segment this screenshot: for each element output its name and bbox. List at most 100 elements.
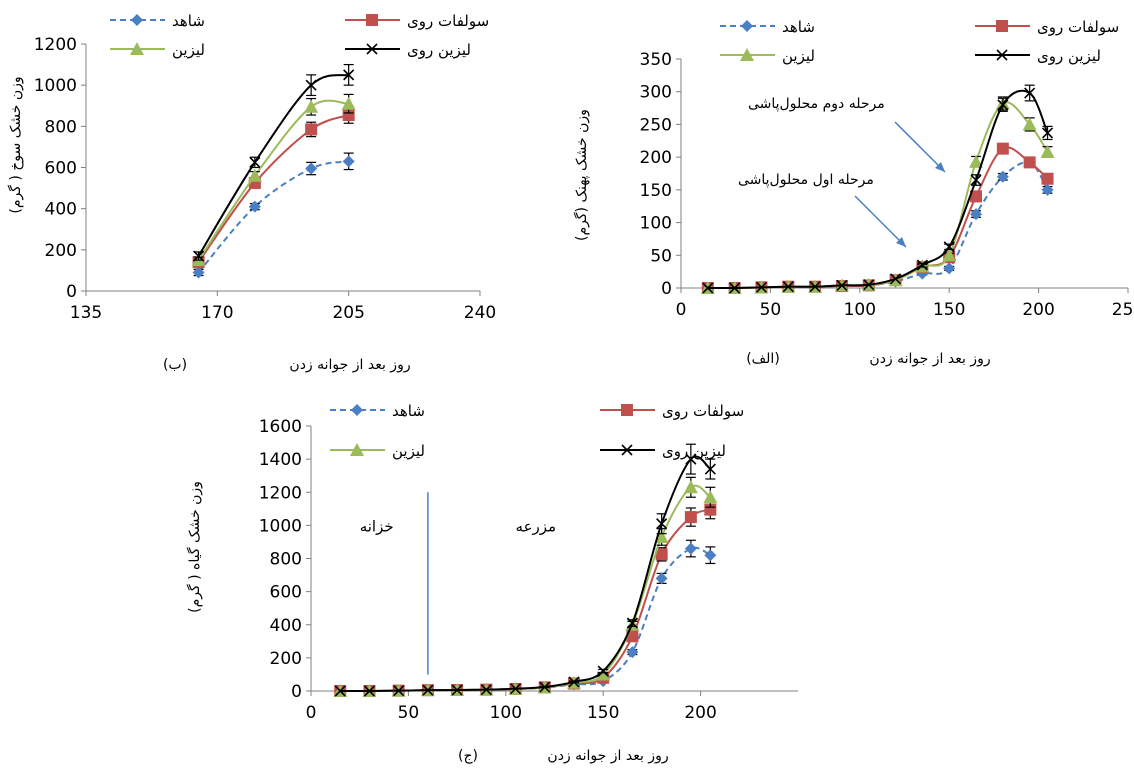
- data-point: [1022, 117, 1037, 131]
- marker-stroke: [334, 685, 346, 697]
- data-point: [729, 282, 741, 294]
- legend-label: لیزین: [172, 41, 205, 59]
- y-tick-label: 50: [650, 246, 672, 266]
- series-line: [197, 99, 349, 261]
- marker-stroke: [539, 681, 551, 693]
- legend-label: شاهد: [392, 402, 425, 420]
- data-point: [942, 248, 957, 262]
- arrow-head: [896, 237, 906, 247]
- marker-stroke: [366, 43, 378, 55]
- data-point: [393, 685, 405, 697]
- data-point: [943, 262, 956, 275]
- legend-entry: شاهد: [330, 402, 425, 420]
- legend-entry: سولفات روی: [345, 12, 489, 30]
- marker-stroke: [480, 684, 492, 696]
- data-point: [970, 190, 983, 203]
- series-0: [192, 152, 355, 279]
- x-tick-label: 205: [332, 303, 364, 323]
- series-2: [700, 96, 1055, 294]
- data-point: [1023, 156, 1036, 169]
- marker-stroke: [509, 683, 522, 695]
- data-point: [451, 684, 463, 696]
- x-axis-title: روز بعد از جوانه زدن: [869, 351, 990, 367]
- y-tick-label: 150: [640, 181, 672, 201]
- data-point: [596, 667, 611, 681]
- series-line: [197, 114, 350, 263]
- data-point: [304, 99, 319, 113]
- marker-stroke: [702, 282, 714, 294]
- data-point: [684, 542, 697, 555]
- series-line: [197, 160, 349, 274]
- data-point: [655, 548, 668, 561]
- series-3: [702, 84, 1054, 294]
- legend-label: لیزین روی: [662, 442, 726, 460]
- marker-stroke: [809, 281, 821, 293]
- data-point: [809, 281, 821, 293]
- x-tick-label: 240: [464, 303, 496, 323]
- marker-stroke: [943, 241, 955, 253]
- data-point: [342, 109, 355, 122]
- series-line: [340, 455, 711, 693]
- panel-label: (ب): [163, 357, 187, 373]
- data-point: [1041, 127, 1054, 139]
- data-point: [996, 142, 1009, 155]
- y-tick-label: 1200: [259, 483, 302, 503]
- y-tick-label: 350: [640, 50, 672, 70]
- legend-marker: [366, 14, 378, 26]
- marker-stroke: [863, 279, 875, 291]
- data-point: [1040, 144, 1055, 158]
- y-tick-label: 600: [45, 159, 77, 179]
- marker-stroke: [1024, 87, 1036, 99]
- data-point: [422, 684, 434, 696]
- legend-label: سولفات روی: [1037, 18, 1119, 36]
- data-point: [970, 208, 983, 221]
- y-axis-title: وزن خشک سوخ ( گرم): [7, 76, 24, 213]
- data-point: [943, 241, 955, 253]
- series-1: [192, 106, 355, 269]
- data-point: [654, 529, 669, 543]
- chart-panel-alef: 0 50 100 150 200 250 300 350 0 50 100 150 200 250 وزن …: [573, 18, 1134, 367]
- legend-entry: سولفات روی: [600, 402, 744, 420]
- x-axis-title: روز بعد از جوانه زدن: [289, 357, 410, 373]
- data-point: [655, 572, 668, 585]
- y-tick-label: 100: [640, 214, 672, 234]
- y-tick-label: 600: [270, 583, 302, 603]
- series-line: [707, 89, 1049, 290]
- y-tick-label: 200: [640, 148, 672, 168]
- data-point: [997, 99, 1009, 111]
- y-axis-title: وزن خشک پهنک (گرم): [573, 109, 590, 241]
- series-3: [193, 63, 355, 262]
- data-point: [193, 250, 205, 262]
- legend-entry: لیزین: [720, 47, 815, 65]
- data-point: [343, 69, 355, 81]
- data-point: [683, 480, 698, 494]
- data-point: [626, 646, 639, 659]
- data-point: [863, 279, 875, 291]
- x-tick-label: 135: [70, 303, 102, 323]
- legend-label: شاهد: [172, 12, 205, 30]
- legend-marker: [131, 14, 143, 26]
- series-3: [334, 443, 716, 697]
- data-point: [889, 273, 902, 285]
- arrow-first: [854, 195, 907, 248]
- legend-marker: [740, 48, 754, 61]
- data-point: [704, 549, 717, 562]
- x-tick-label: 200: [684, 703, 716, 723]
- marker-stroke: [1041, 127, 1054, 139]
- legend-marker: [366, 43, 378, 55]
- marker-stroke: [685, 453, 697, 465]
- annotation-arrows: [854, 121, 946, 248]
- data-point: [341, 96, 356, 110]
- y-tick-label: 1000: [259, 516, 302, 536]
- x-tick-label: 100: [490, 703, 522, 723]
- marker-stroke: [343, 69, 355, 81]
- x-tick-label: 0: [676, 300, 687, 320]
- series-line: [707, 101, 1049, 290]
- annotation-second-spray: مرحله دوم محلول‌پاشی: [748, 96, 885, 112]
- y-tick-label: 0: [661, 279, 672, 299]
- legend-marker: [130, 42, 144, 55]
- legend-label: شاهد: [782, 18, 815, 36]
- series-0: [334, 539, 717, 697]
- marker-stroke: [305, 79, 317, 91]
